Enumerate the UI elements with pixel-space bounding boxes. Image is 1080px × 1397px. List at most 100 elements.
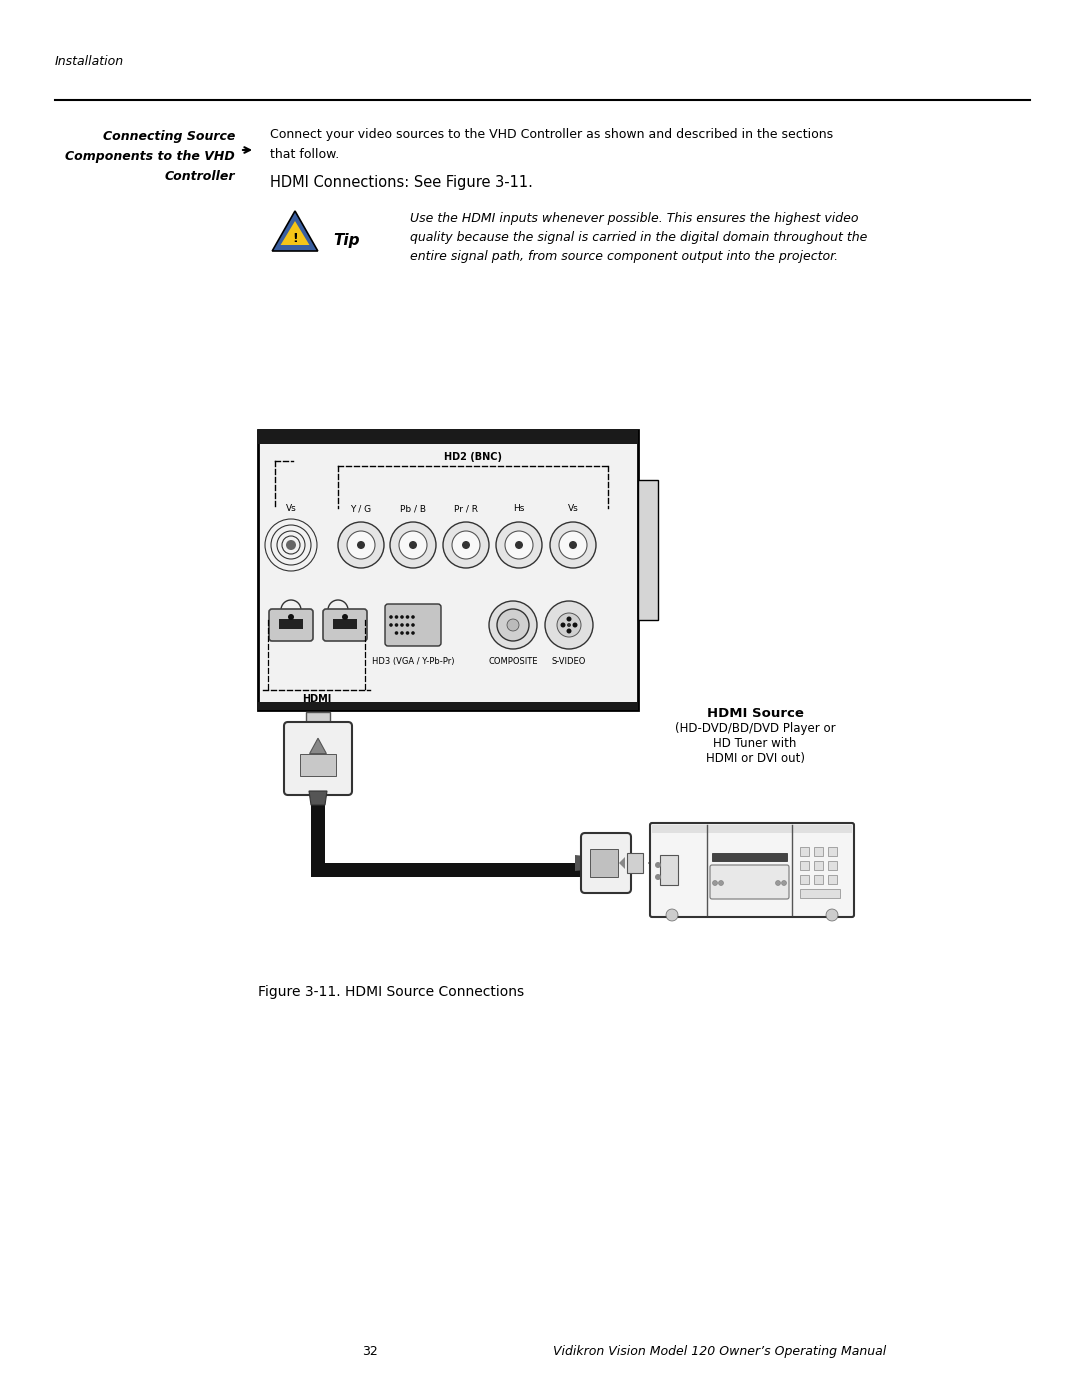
Bar [814,861,823,870]
Circle shape [515,541,523,549]
Bar [828,847,837,856]
Circle shape [406,615,409,619]
Polygon shape [309,791,327,805]
Text: S-VIDEO: S-VIDEO [552,657,586,666]
Text: !: ! [292,232,298,246]
Circle shape [401,615,404,619]
Circle shape [550,522,596,569]
Text: Y / G: Y / G [350,504,372,513]
Bar [279,619,303,629]
Circle shape [338,522,384,569]
Polygon shape [310,738,326,753]
Circle shape [718,880,724,886]
Text: COMPOSITE: COMPOSITE [488,657,538,666]
Bar [300,754,336,775]
Circle shape [507,619,519,631]
Text: Components to the VHD: Components to the VHD [65,149,235,163]
Circle shape [489,601,537,650]
Bar [800,861,809,870]
Bar [306,712,330,726]
Circle shape [826,909,838,921]
Polygon shape [575,855,585,870]
Circle shape [453,531,480,559]
Text: (HD-DVD/BD/DVD Player or
HD Tuner with
HDMI or DVI out): (HD-DVD/BD/DVD Player or HD Tuner with H… [675,722,835,766]
Circle shape [561,623,566,627]
Circle shape [497,609,529,641]
Circle shape [401,631,404,634]
Circle shape [567,623,571,627]
Circle shape [411,631,415,634]
Text: Figure 3-11. HDMI Source Connections: Figure 3-11. HDMI Source Connections [258,985,524,999]
Circle shape [654,875,661,880]
Text: Pb / B: Pb / B [400,504,426,513]
Text: HDMI Connections: See Figure 3-11.: HDMI Connections: See Figure 3-11. [270,175,532,190]
Bar [258,430,638,444]
Text: Controller: Controller [164,170,235,183]
Text: HD3 (VGA / Y-Pb-Pr): HD3 (VGA / Y-Pb-Pr) [372,657,455,666]
Text: Vidikron Vision Model 120 Owner’s Operating Manual: Vidikron Vision Model 120 Owner’s Operat… [553,1345,887,1358]
Circle shape [462,541,470,549]
Circle shape [389,615,393,619]
FancyBboxPatch shape [650,823,854,916]
Bar [627,854,643,873]
Text: HDMI Source: HDMI Source [706,707,804,719]
FancyBboxPatch shape [284,722,352,795]
Bar [590,849,618,877]
Bar [828,861,837,870]
Circle shape [389,623,393,627]
Text: HDMI: HDMI [302,694,332,704]
Bar [800,888,840,898]
Text: Vs: Vs [568,504,579,513]
Text: Hs: Hs [513,504,525,513]
Text: Connect your video sources to the VHD Controller as shown and described in the s: Connect your video sources to the VHD Co… [270,129,833,141]
Circle shape [505,531,534,559]
Text: Connecting Source: Connecting Source [103,130,235,142]
Circle shape [409,541,417,549]
Text: 32: 32 [362,1345,378,1358]
FancyBboxPatch shape [581,833,631,893]
Text: Installation: Installation [55,54,124,68]
Bar [814,847,823,856]
Bar [712,854,787,861]
Circle shape [394,623,399,627]
Circle shape [775,880,781,886]
Bar [311,863,589,877]
Circle shape [390,522,436,569]
Circle shape [347,531,375,559]
Circle shape [443,522,489,569]
Circle shape [567,616,571,622]
Circle shape [572,623,578,627]
Text: Tip: Tip [333,232,360,247]
Circle shape [713,880,717,886]
Text: quality because the signal is carried in the digital domain throughout the: quality because the signal is carried in… [410,231,867,244]
Circle shape [654,862,661,868]
Bar [258,430,638,710]
Bar [638,481,658,620]
Bar [311,805,325,870]
Circle shape [496,522,542,569]
Circle shape [545,601,593,650]
Bar [652,826,852,833]
Text: HD2 (BNC): HD2 (BNC) [444,453,502,462]
FancyBboxPatch shape [384,604,441,645]
Circle shape [557,613,581,637]
Circle shape [559,531,588,559]
Bar [258,703,638,710]
Circle shape [286,541,296,550]
Bar [333,619,357,629]
Circle shape [569,541,577,549]
Circle shape [401,623,404,627]
FancyBboxPatch shape [269,609,313,641]
Circle shape [342,615,348,620]
Circle shape [782,880,786,886]
Text: entire signal path, from source component output into the projector.: entire signal path, from source componen… [410,250,838,263]
Circle shape [394,615,399,619]
Circle shape [357,541,365,549]
Bar [814,875,823,884]
FancyBboxPatch shape [323,609,367,641]
Circle shape [406,623,409,627]
Polygon shape [272,211,318,251]
Circle shape [567,629,571,633]
Circle shape [394,631,399,634]
Text: Use the HDMI inputs whenever possible. This ensures the highest video: Use the HDMI inputs whenever possible. T… [410,212,859,225]
